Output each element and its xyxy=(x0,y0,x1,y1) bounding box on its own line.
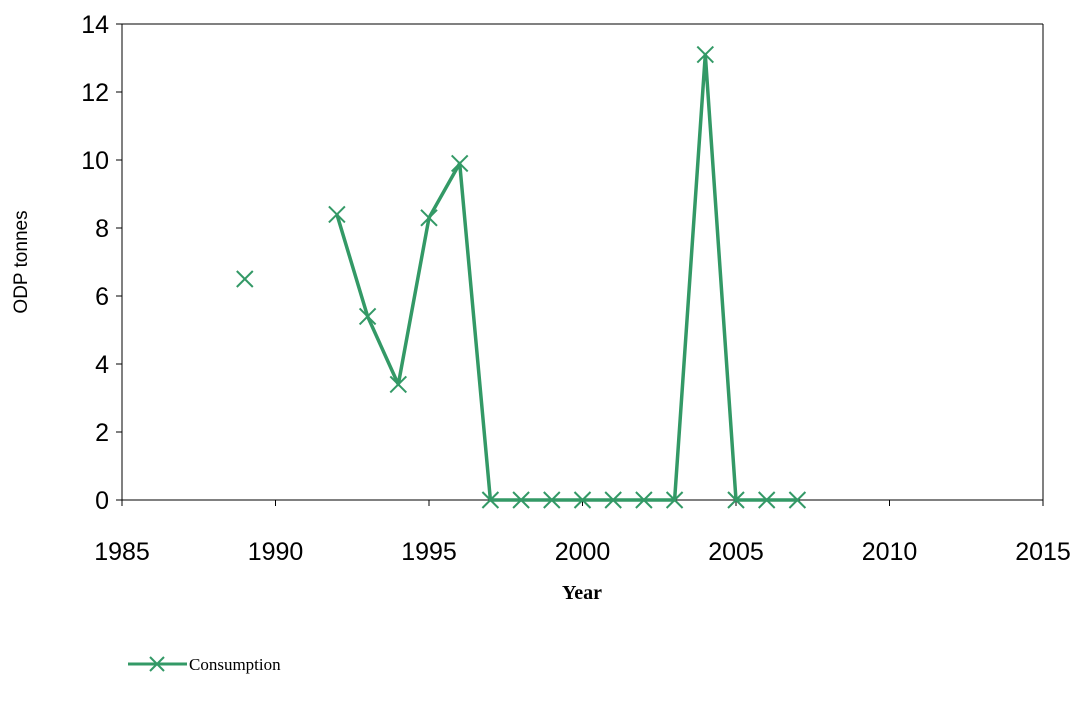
data-point xyxy=(512,491,530,509)
data-point xyxy=(358,307,377,326)
x-axis-label: Year xyxy=(562,582,602,604)
data-point xyxy=(389,375,408,394)
y-tick-label: 2 xyxy=(95,419,109,447)
y-axis-label: ODP tonnes xyxy=(11,210,32,313)
data-point xyxy=(757,491,776,509)
data-point xyxy=(328,205,346,224)
y-tick-label: 10 xyxy=(81,147,109,175)
x-tick-label: 1995 xyxy=(401,538,457,566)
data-point xyxy=(727,491,745,509)
plot-series xyxy=(236,45,807,509)
y-tick-label: 8 xyxy=(95,215,109,243)
data-point xyxy=(481,491,500,509)
y-tick-label: 12 xyxy=(81,79,109,107)
data-point xyxy=(450,154,469,173)
x-tick-label: 1985 xyxy=(94,538,150,566)
x-tick-label: 2005 xyxy=(708,538,764,566)
x-tick-label: 2000 xyxy=(555,538,611,566)
legend-label: Consumption xyxy=(189,655,281,674)
data-point xyxy=(788,491,807,509)
data-point xyxy=(696,45,715,64)
axes xyxy=(121,23,1044,501)
x-tick-label: 1990 xyxy=(248,538,304,566)
x-tick-label: 2010 xyxy=(862,538,918,566)
series-line xyxy=(335,52,798,502)
x-tick-label: 2015 xyxy=(1015,538,1071,566)
data-point xyxy=(604,491,622,509)
y-tick-label: 0 xyxy=(95,487,109,515)
legend: Consumption xyxy=(128,655,281,674)
data-point xyxy=(420,209,438,227)
axis-ticks: 0 2 4 6 8 10 12 14 1985 1990 1995 2000 2005 2010 2015 xyxy=(81,11,1071,566)
data-point xyxy=(573,491,592,509)
y-tick-label: 6 xyxy=(95,283,109,311)
data-point xyxy=(543,491,561,509)
y-tick-label: 4 xyxy=(95,351,109,379)
data-point xyxy=(236,270,254,288)
data-point xyxy=(665,491,684,509)
y-tick-label: 14 xyxy=(81,11,109,39)
data-point xyxy=(635,491,653,509)
legend-marker xyxy=(149,656,165,672)
